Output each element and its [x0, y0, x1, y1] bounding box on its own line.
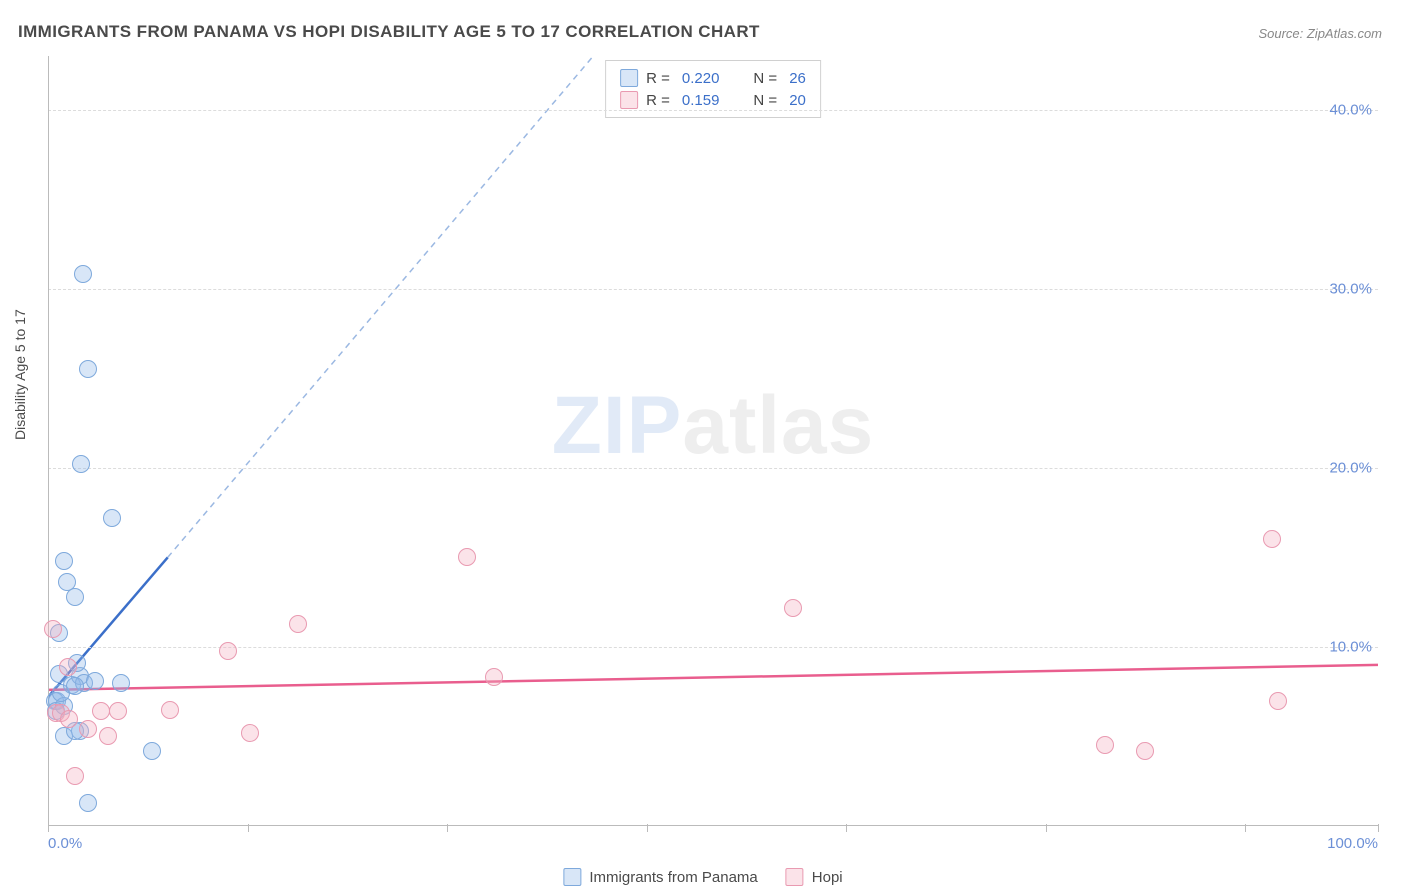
data-point-hopi [109, 702, 127, 720]
data-point-panama [79, 794, 97, 812]
x-tick-label: 0.0% [48, 835, 82, 852]
data-point-hopi [1269, 692, 1287, 710]
data-point-hopi [44, 620, 62, 638]
data-point-hopi [1096, 736, 1114, 754]
data-point-panama [79, 360, 97, 378]
legend-row: R = 0.220 N = 26 [620, 67, 806, 89]
legend-swatch [620, 91, 638, 109]
gridline [48, 468, 1378, 469]
y-tick-label: 30.0% [1329, 280, 1372, 297]
data-point-hopi [79, 720, 97, 738]
gridline [48, 289, 1378, 290]
x-tick-mark [447, 824, 448, 832]
r-label: R = [646, 70, 670, 87]
data-point-panama [143, 742, 161, 760]
data-point-panama [86, 672, 104, 690]
data-point-panama [103, 509, 121, 527]
x-tick-mark [1245, 824, 1246, 832]
trend-line [48, 665, 1378, 690]
n-value: 26 [789, 70, 806, 87]
n-value: 20 [789, 92, 806, 109]
legend-item: Hopi [786, 868, 843, 886]
data-point-hopi [99, 727, 117, 745]
data-point-hopi [60, 710, 78, 728]
legend-label: Hopi [812, 869, 843, 886]
data-point-panama [58, 573, 76, 591]
data-point-panama [74, 265, 92, 283]
n-label: N = [753, 70, 777, 87]
data-point-hopi [1263, 530, 1281, 548]
legend-label: Immigrants from Panama [589, 869, 757, 886]
y-tick-label: 40.0% [1329, 101, 1372, 118]
data-point-hopi [458, 548, 476, 566]
source-attribution: Source: ZipAtlas.com [1258, 26, 1382, 41]
data-point-hopi [1136, 742, 1154, 760]
x-tick-mark [1378, 824, 1379, 832]
x-tick-mark [248, 824, 249, 832]
data-point-hopi [59, 658, 77, 676]
data-point-panama [55, 552, 73, 570]
series-legend: Immigrants from Panama Hopi [563, 868, 842, 886]
watermark: ZIPatlas [552, 379, 874, 473]
trend-line [168, 56, 594, 557]
x-tick-mark [1046, 824, 1047, 832]
legend-item: Immigrants from Panama [563, 868, 757, 886]
data-point-panama [72, 455, 90, 473]
x-tick-mark [846, 824, 847, 832]
legend-row: R = 0.159 N = 20 [620, 89, 806, 111]
legend-swatch [620, 69, 638, 87]
r-value: 0.159 [682, 92, 720, 109]
data-point-hopi [161, 701, 179, 719]
r-value: 0.220 [682, 70, 720, 87]
data-point-hopi [66, 767, 84, 785]
x-tick-mark [48, 824, 49, 832]
data-point-hopi [92, 702, 110, 720]
chart-title: IMMIGRANTS FROM PANAMA VS HOPI DISABILIT… [18, 22, 760, 42]
data-point-hopi [241, 724, 259, 742]
gridline [48, 110, 1378, 111]
legend-swatch [786, 868, 804, 886]
y-tick-label: 20.0% [1329, 459, 1372, 476]
x-tick-label: 100.0% [1327, 835, 1378, 852]
y-axis-label: Disability Age 5 to 17 [12, 309, 28, 440]
data-point-hopi [784, 599, 802, 617]
y-tick-label: 10.0% [1329, 638, 1372, 655]
scatter-plot-area: ZIPatlas R = 0.220 N = 26 R = 0.159 N = … [48, 56, 1378, 826]
data-point-hopi [485, 668, 503, 686]
data-point-panama [66, 677, 84, 695]
data-point-hopi [289, 615, 307, 633]
n-label: N = [753, 92, 777, 109]
r-label: R = [646, 92, 670, 109]
legend-swatch [563, 868, 581, 886]
data-point-hopi [219, 642, 237, 660]
gridline [48, 647, 1378, 648]
data-point-panama [112, 674, 130, 692]
trend-lines-layer [48, 56, 1378, 826]
x-tick-mark [647, 824, 648, 832]
